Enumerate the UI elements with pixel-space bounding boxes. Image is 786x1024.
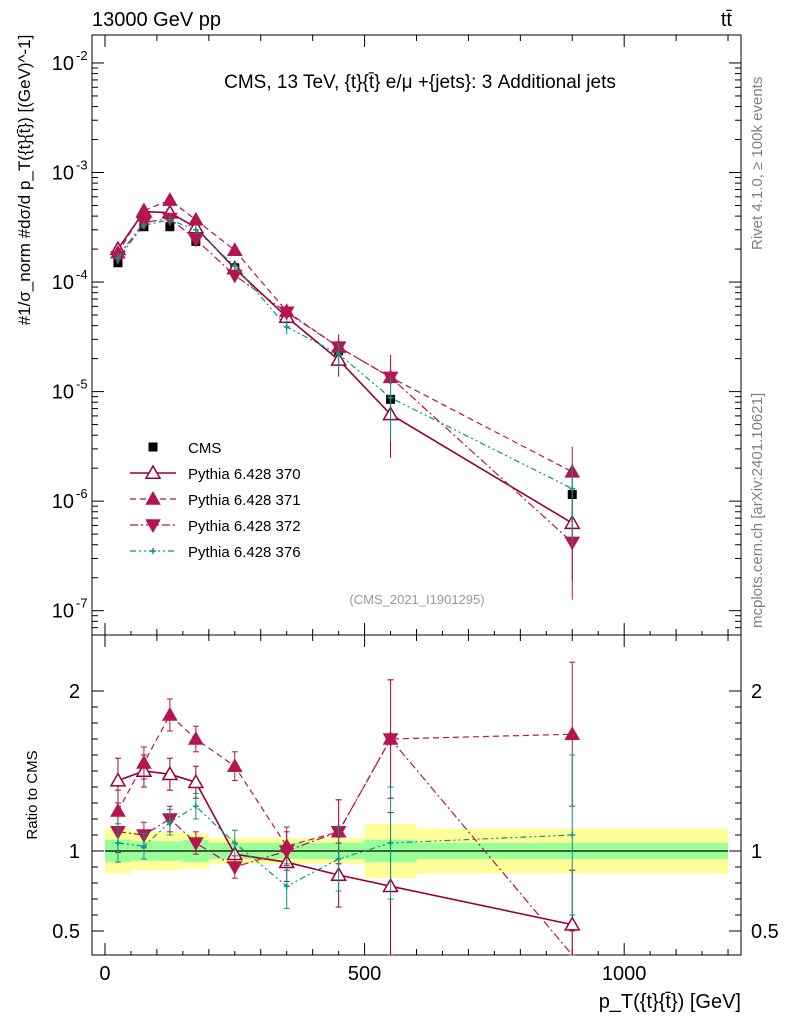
x-tick-label: 1000 <box>602 963 647 985</box>
ratio-y-tick-label: 0.5 <box>52 921 80 943</box>
ratio-y-tick-label-right: 2 <box>751 681 762 703</box>
series-line-p372 <box>117 217 573 543</box>
ratio-y-tick-label: 2 <box>69 681 80 703</box>
ratio-point-p371 <box>226 758 243 772</box>
point-p376 <box>283 323 290 330</box>
ratio-point-p376 <box>192 803 199 810</box>
point-p376 <box>140 222 147 229</box>
series-line-p376 <box>117 219 573 490</box>
ratio-point-p376 <box>387 840 394 846</box>
point-p376 <box>231 263 238 270</box>
ratio-point-p372 <box>226 861 243 876</box>
series-p376 <box>114 216 576 546</box>
point-p376 <box>166 216 173 223</box>
y-tick-label: 10 <box>52 272 74 294</box>
point-data <box>165 222 175 232</box>
series-p372 <box>110 212 581 600</box>
analysis-id: (CMS_2021_I1901295) <box>349 592 484 607</box>
y-tick-label: 10 <box>52 382 74 404</box>
side-rivet-label: Rivet 4.1.0, ≥ 100k events <box>749 77 766 250</box>
ratio-y-axis-label: Ratio to CMS <box>24 750 41 839</box>
legend-marker <box>150 548 156 554</box>
ratio-point-p371 <box>187 730 204 745</box>
point-p372 <box>226 269 243 284</box>
header-energy: 13000 GeV pp <box>92 9 221 31</box>
x-tick-label: 500 <box>348 963 381 985</box>
series-line-p370 <box>117 210 573 524</box>
ratio-point-p372 <box>382 733 399 748</box>
ratio-point-p372 <box>278 845 295 860</box>
series-data <box>113 222 577 500</box>
y-tick-exponent: -6 <box>76 486 88 501</box>
ratio-point-p376 <box>569 832 576 838</box>
point-p372 <box>187 233 204 248</box>
ratio-point-p371 <box>136 754 152 769</box>
ratio-point-p370 <box>187 773 205 789</box>
ratio-point-p376 <box>114 840 121 846</box>
ratio-point-p371 <box>162 706 178 721</box>
point-p376 <box>387 394 394 401</box>
legend-label: Pythia 6.428 372 <box>188 518 301 535</box>
y-tick-exponent: -4 <box>76 267 88 282</box>
legend-marker <box>148 442 158 452</box>
legend-marker <box>144 464 162 479</box>
legend-label: Pythia 6.428 376 <box>188 544 301 561</box>
legend-label: Pythia 6.428 371 <box>188 492 301 509</box>
y-tick-label: 10 <box>52 601 74 623</box>
legend-entry-p372: Pythia 6.428 372 <box>130 518 301 535</box>
ratio-line-p372 <box>117 737 573 956</box>
point-p371 <box>136 202 152 217</box>
ratio-point-p376 <box>140 843 147 850</box>
header-process: tt̄ <box>721 9 733 31</box>
legend-label: Pythia 6.428 370 <box>188 466 301 483</box>
legend-entry-p370: Pythia 6.428 370 <box>130 464 301 483</box>
ratio-line-p376 <box>117 805 573 887</box>
series-p370 <box>109 203 581 581</box>
x-axis-label: p_T({t}{t̄}) [GeV] <box>599 991 741 1013</box>
y-tick-exponent: -5 <box>76 377 88 392</box>
y-tick-exponent: -2 <box>76 48 88 63</box>
point-p371 <box>162 192 178 206</box>
chart-title: CMS, 13 TeV, {t}{t̄} e/μ +{jets}: 3 Addi… <box>224 72 616 93</box>
point-p372 <box>278 306 295 321</box>
point-p376 <box>192 226 199 233</box>
ratio-y-tick-label-right: 1 <box>751 841 762 863</box>
ratio-point-p370 <box>161 765 179 781</box>
y-tick-exponent: -3 <box>76 158 88 173</box>
legend-entry-data: CMS <box>148 440 221 457</box>
ratio-point-p372 <box>187 837 204 852</box>
point-p376 <box>335 351 342 358</box>
side-mcplots-label: mcplots.cern.ch [arXiv:2401.10621] <box>749 393 766 628</box>
point-p371 <box>226 242 243 257</box>
ratio-series-p376 <box>114 754 576 916</box>
y-tick-label: 10 <box>52 163 74 185</box>
series-line-p371 <box>117 199 573 473</box>
ratio-point-p376 <box>231 840 238 846</box>
ratio-y-tick-label-right: 0.5 <box>751 921 779 943</box>
ratio-point-p376 <box>166 819 173 826</box>
ratio-point-p376 <box>283 883 290 890</box>
series-p371 <box>110 192 581 530</box>
ratio-point-p371 <box>564 726 581 740</box>
point-p376 <box>114 255 121 262</box>
legend-entry-p376: Pythia 6.428 376 <box>130 544 301 561</box>
ratio-plot-frame <box>91 634 742 956</box>
ratio-point-p370 <box>109 772 127 787</box>
x-tick-label: 0 <box>99 963 110 985</box>
legend-marker <box>145 519 161 534</box>
y-tick-label: 10 <box>52 491 74 513</box>
y-axis-label: #1/σ_norm #dσ/d p_T({t}{t̄}) [(GeV)^-1] <box>15 35 34 326</box>
point-p376 <box>569 485 576 492</box>
y-tick-label: 10 <box>52 53 74 75</box>
point-p371 <box>187 211 204 226</box>
legend-label: CMS <box>188 440 221 457</box>
ratio-point-p376 <box>335 856 342 862</box>
y-tick-exponent: -7 <box>76 596 88 611</box>
legend-entry-p371: Pythia 6.428 371 <box>130 490 301 509</box>
ratio-y-tick-label: 1 <box>69 841 80 863</box>
ratio-point-p370 <box>563 916 581 931</box>
ratio-series-p372 <box>110 679 576 956</box>
legend-marker <box>145 490 161 505</box>
